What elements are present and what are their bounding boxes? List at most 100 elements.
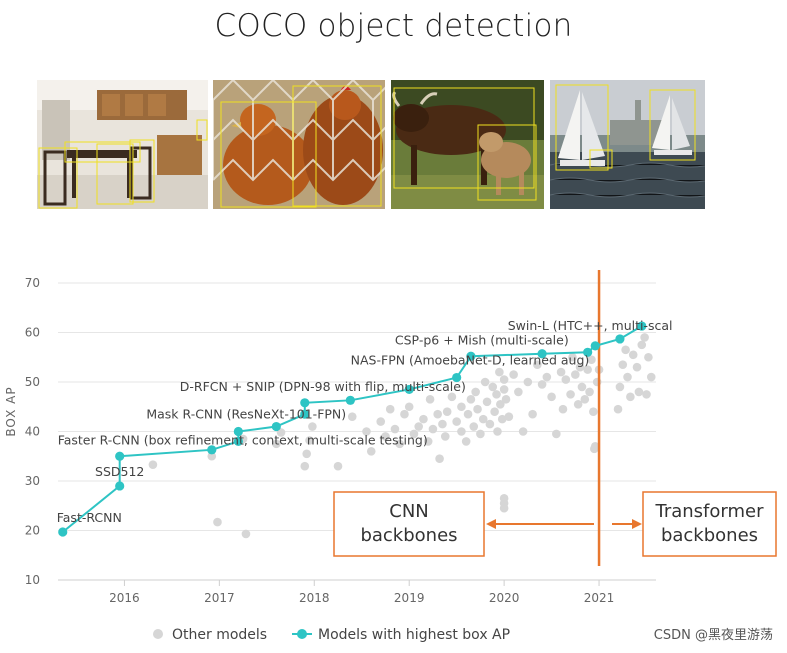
other-model-point [587, 355, 596, 365]
best-model-point [115, 451, 125, 461]
y-axis-title: BOX AP [4, 386, 18, 436]
cnn-backbones-box-text: backbones [360, 525, 457, 546]
model-label: Swin-L (HTC++, multi-scal [508, 318, 673, 333]
other-model-point [628, 350, 638, 360]
x-tick-label: 2021 [584, 591, 615, 605]
legend-best-marker [297, 629, 307, 639]
other-model-point [488, 382, 498, 392]
other-model-point [504, 412, 514, 421]
other-model-point [471, 387, 480, 397]
other-model-point [442, 407, 452, 417]
other-model-point [390, 424, 400, 434]
best-model-point [537, 349, 547, 359]
model-label: Mask R-CNN (ResNeXt-101-FPN) [146, 407, 346, 422]
other-model-point [485, 419, 495, 429]
other-model-point [644, 352, 653, 362]
other-model-point [308, 422, 317, 431]
model-label: CSP-p6 + Mish (multi-scale) [395, 332, 569, 347]
cnn-backbones-box-text: CNN [389, 501, 429, 522]
other-model-point [469, 422, 479, 431]
other-model-point [213, 517, 222, 527]
axes: 10 20 30 40 50 60 70 2016 2017 2018 2019 2020 2021 BO… [4, 276, 656, 605]
other-model-point [400, 409, 409, 419]
best-model-point [466, 351, 476, 361]
other-model-point [404, 402, 414, 412]
other-model-point [626, 392, 635, 402]
other-model-point [634, 387, 644, 397]
other-model-point [362, 427, 371, 436]
other-model-point [533, 360, 542, 369]
other-model-point [613, 404, 623, 414]
other-model-point [632, 362, 642, 372]
model-label: Faster R-CNN (box refinement, context, m… [58, 432, 428, 447]
cnn-backbones-box-frame [333, 491, 485, 557]
other-model-point [499, 503, 509, 513]
other-model-point [478, 414, 488, 424]
other-model-point [566, 390, 575, 399]
model-label: D-RFCN + SNIP (DPN-98 with flip, multi-s… [180, 379, 466, 394]
other-model-point [590, 442, 600, 451]
x-tick-label: 2019 [394, 591, 425, 605]
page-title: COCO object detection [214, 8, 573, 44]
best-model-point [615, 334, 625, 344]
best-model-point [404, 384, 414, 395]
other-model-point [463, 409, 473, 419]
best-model-point [300, 398, 310, 408]
chickens-photo [213, 80, 385, 209]
other-model-point [556, 367, 566, 377]
other-model-point [499, 375, 509, 384]
other-model-point [499, 385, 509, 394]
best-model-point [233, 436, 243, 446]
other-model-point [558, 404, 568, 414]
other-model-point [571, 370, 580, 379]
other-model-point [568, 352, 577, 362]
other-model-point [457, 402, 466, 412]
best-model-point [58, 527, 68, 537]
other-model-point [438, 419, 447, 429]
best-model-point [115, 481, 125, 491]
other-model-point [241, 529, 251, 539]
transformer-backbones-box-text: Transformer [654, 501, 764, 522]
best-model-point [583, 347, 593, 357]
other-model-point [561, 375, 571, 384]
model-label: NAS-FPN (AmoebaNet-D, learned aug) [351, 353, 590, 368]
other-model-point [207, 451, 217, 461]
best-models-series [58, 321, 647, 537]
other-model-point [615, 382, 625, 392]
other-model-point [482, 397, 492, 407]
other-model-point [514, 387, 523, 397]
other-model-point [523, 377, 533, 387]
other-model-point [509, 370, 518, 379]
other-model-point [381, 432, 390, 441]
other-model-point [480, 377, 490, 387]
best-model-point [233, 426, 243, 437]
x-tick-label: 2017 [204, 591, 235, 605]
x-tick-label: 2016 [109, 591, 140, 605]
other-model-point [148, 460, 158, 469]
other-model-point [466, 395, 476, 404]
y-tick-label: 40 [25, 425, 40, 439]
sailboats-photo [550, 80, 705, 209]
other-model-point [423, 437, 433, 446]
other-model-point [621, 345, 630, 355]
best-model-point [637, 321, 647, 331]
y-tick-label: 60 [25, 326, 40, 340]
other-model-point [518, 427, 528, 436]
y-tick-label: 20 [25, 524, 40, 538]
watermark: CSDN @黑夜里游荡 [653, 628, 773, 643]
other-model-point [333, 461, 343, 471]
other-model-point [537, 380, 547, 389]
other-model-point [589, 407, 598, 417]
y-tick-label: 10 [25, 573, 40, 587]
other-model-point [640, 333, 649, 342]
best-model-point [452, 372, 462, 383]
other-model-point [409, 429, 419, 439]
legend-other-label: Other models [172, 627, 267, 643]
other-model-point [435, 454, 444, 464]
other-model-point [642, 390, 651, 399]
transformer-arrow-head [632, 519, 642, 529]
model-label: Fast-RCNN [57, 510, 122, 525]
divider-layer: CNN backbones Transformer backbones [333, 270, 777, 566]
other-model-point [302, 449, 311, 459]
